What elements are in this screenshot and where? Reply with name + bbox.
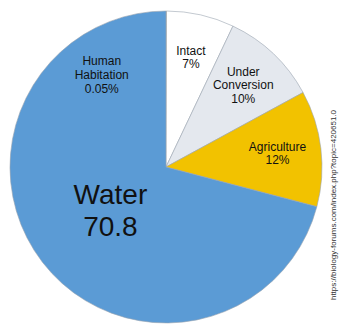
svg-text:https://biology-forums.com/ind: https://biology-forums.com/index.php?top… — [329, 109, 338, 300]
svg-text:Intact7%: Intact7% — [176, 44, 206, 72]
svg-text:UnderConversion10%: UnderConversion10% — [213, 65, 274, 107]
svg-text:Agriculture12%: Agriculture12% — [249, 140, 307, 168]
svg-text:Water70.8: Water70.8 — [74, 178, 148, 241]
svg-text:HumanHabitation0.05%: HumanHabitation0.05% — [75, 54, 129, 96]
